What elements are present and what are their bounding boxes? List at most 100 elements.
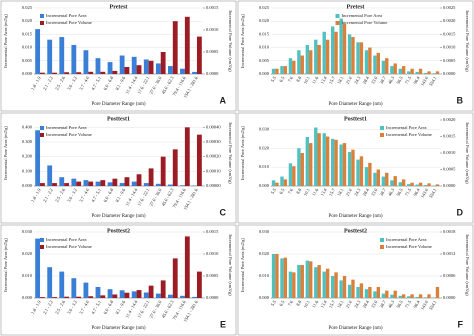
x-tick-label: 8.8 bbox=[295, 187, 303, 195]
y-axis-label: Incremental Pore Area (m2/g) bbox=[3, 126, 8, 180]
bar bbox=[342, 143, 347, 186]
bar bbox=[376, 169, 381, 186]
x-tick-label: 7.6 bbox=[287, 187, 295, 195]
y-tick-label: 0.000 bbox=[22, 295, 33, 300]
x-tick-label: 38.7 bbox=[379, 187, 388, 197]
x-tick-label: 96.4 bbox=[412, 299, 421, 309]
bar bbox=[317, 133, 321, 186]
legend-swatch bbox=[335, 14, 340, 18]
x-tick-label: 6.0 - 6.8 bbox=[102, 187, 114, 203]
bar bbox=[398, 68, 402, 74]
bar bbox=[418, 182, 423, 186]
y2-tick-label: 0.00030 bbox=[206, 139, 221, 144]
panel-frame bbox=[237, 224, 474, 336]
x-tick-label: 18.1 bbox=[336, 76, 344, 85]
panel-letter: C bbox=[220, 207, 227, 217]
legend-label: Incremental Pore Area bbox=[46, 13, 86, 18]
legend-label: Incremental Pore Area bbox=[386, 237, 426, 242]
bar bbox=[148, 60, 154, 74]
legend-label: Incremental Pore Area bbox=[46, 237, 86, 242]
bar bbox=[124, 292, 130, 298]
bar bbox=[112, 294, 118, 298]
bar bbox=[330, 26, 335, 74]
x-tick-label: 33.0 bbox=[370, 75, 379, 85]
y-axis-label: Incremental Pore Area (m2/g) bbox=[3, 14, 8, 68]
legend-swatch bbox=[40, 126, 44, 130]
bar bbox=[292, 272, 296, 298]
y2-tick-label: 0.00020 bbox=[206, 154, 221, 159]
y-tick-label: 0.020 bbox=[259, 18, 270, 23]
y-tick-label: 0.005 bbox=[22, 58, 33, 63]
bar bbox=[390, 66, 394, 74]
bar bbox=[427, 294, 431, 298]
legend-swatch bbox=[40, 133, 44, 137]
bar bbox=[309, 143, 313, 186]
y2-tick-label: 0.0010 bbox=[443, 150, 456, 155]
y-axis-label: Incremental Pore Area (m2/g) bbox=[240, 14, 245, 68]
bar bbox=[385, 58, 389, 74]
x-tick-label: 2.5 - 2.6 bbox=[54, 299, 66, 315]
y-tick-label: 0.005 bbox=[259, 58, 270, 63]
bar bbox=[423, 297, 428, 298]
x-tick-label: 8.1 - 9.6 bbox=[114, 299, 126, 315]
x-tick-label: 21.0 bbox=[345, 299, 354, 309]
x-tick-label: 38.7 bbox=[379, 299, 388, 309]
y2-tick-label: 0.0025 bbox=[443, 5, 456, 10]
bar bbox=[180, 68, 185, 74]
x-tick-label: 143.0 bbox=[420, 299, 430, 311]
legend-label: Incremental Pore Volume bbox=[46, 244, 92, 249]
bar bbox=[172, 149, 178, 186]
bar bbox=[418, 68, 423, 74]
bar bbox=[280, 66, 284, 74]
bar bbox=[172, 258, 178, 298]
x-tick-label: 13.4 bbox=[319, 299, 328, 309]
y-tick-label: 0.010 bbox=[22, 273, 33, 278]
x-tick-label: 6.5 bbox=[278, 75, 286, 83]
legend-swatch bbox=[40, 238, 44, 242]
bar bbox=[180, 295, 185, 298]
legend-swatch bbox=[40, 245, 44, 249]
y2-tick-label: 0.0012 bbox=[443, 251, 455, 256]
x-tick-label: 1.8 - 1.9 bbox=[30, 299, 42, 315]
x-tick-label: 18.1 bbox=[336, 188, 344, 197]
x-tick-label: 8.8 bbox=[295, 299, 303, 307]
bar bbox=[143, 183, 149, 186]
bar bbox=[275, 68, 279, 74]
x-tick-label: 3.0 - 3.2 bbox=[66, 188, 78, 203]
x-tick-label: 5.5 bbox=[270, 75, 278, 83]
x-tick-label: 554.1 bbox=[428, 300, 437, 311]
bar bbox=[52, 183, 57, 186]
bar bbox=[136, 174, 142, 186]
bar bbox=[317, 265, 321, 298]
bar bbox=[322, 133, 326, 186]
x-tick-label: 71.5 bbox=[404, 299, 413, 309]
panel-title: Posttest2 bbox=[107, 228, 130, 234]
y2-tick-label: 0.0010 bbox=[206, 251, 219, 256]
bar bbox=[334, 139, 338, 186]
bar bbox=[297, 148, 301, 186]
panel-letter: A bbox=[220, 95, 227, 105]
x-tick-label: 46.3 bbox=[387, 299, 396, 309]
x-tick-label: 96.4 bbox=[412, 187, 421, 197]
bar bbox=[356, 42, 360, 74]
y2-tick-label: 0.00000 bbox=[206, 183, 221, 188]
x-tick-label: 8.8 bbox=[295, 75, 303, 83]
bar bbox=[47, 39, 53, 74]
bar bbox=[356, 287, 360, 298]
bar bbox=[112, 70, 118, 74]
bar bbox=[119, 183, 125, 186]
x-tick-label: 6.0 - 6.8 bbox=[102, 299, 114, 315]
bar bbox=[314, 267, 318, 298]
legend-swatch bbox=[380, 133, 384, 137]
bar bbox=[410, 68, 414, 74]
x-tick-label: 2.5 - 2.6 bbox=[54, 75, 66, 91]
bar bbox=[347, 152, 352, 186]
x-tick-label: 6.5 bbox=[278, 187, 286, 195]
bar bbox=[364, 289, 369, 298]
y-tick-label: 0.000 bbox=[259, 295, 270, 300]
bar bbox=[427, 183, 431, 186]
x-tick-label: 24.3 bbox=[353, 299, 362, 309]
bar bbox=[401, 179, 406, 186]
bar bbox=[418, 294, 423, 298]
